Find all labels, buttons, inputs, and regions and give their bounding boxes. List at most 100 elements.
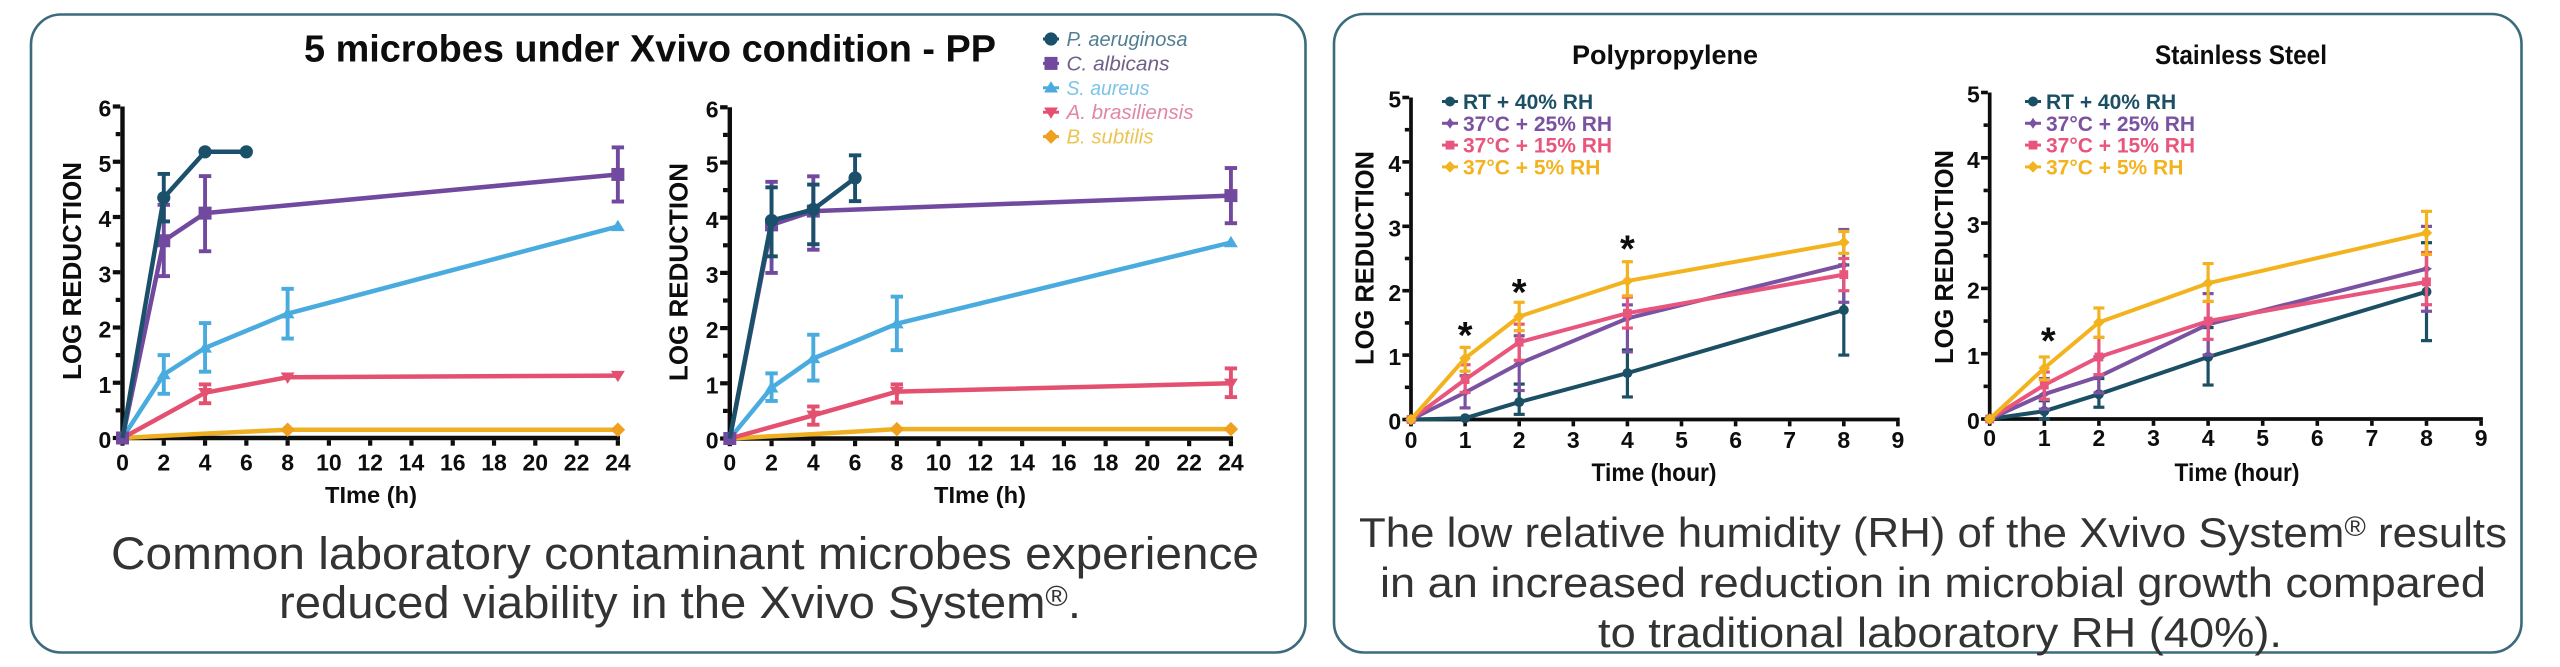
svg-text:*: *	[1512, 272, 1527, 314]
svg-text:The low relative humidity (RH): The low relative humidity (RH) of the Xv…	[1359, 509, 2507, 556]
svg-text:24: 24	[605, 450, 631, 476]
svg-text:reduced viability in the Xvivo: reduced viability in the Xvivo System ®.	[279, 577, 1081, 628]
svg-text:3: 3	[1388, 215, 1401, 241]
svg-text:4: 4	[199, 450, 212, 476]
svg-text:0: 0	[723, 450, 736, 476]
svg-text:24: 24	[1218, 450, 1244, 476]
svg-text:12: 12	[968, 450, 994, 476]
svg-text:20: 20	[1135, 450, 1161, 476]
svg-text:18: 18	[481, 450, 507, 476]
svg-text:P. aeruginosa: P. aeruginosa	[1067, 29, 1188, 51]
svg-text:37°C + 5% RH: 37°C + 5% RH	[2046, 156, 2183, 179]
svg-text:1: 1	[1459, 427, 1472, 453]
svg-text:4: 4	[1388, 151, 1401, 177]
svg-text:TIme (h): TIme (h)	[325, 482, 417, 508]
svg-text:B. subtilis: B. subtilis	[1067, 127, 1154, 149]
svg-text:2: 2	[99, 317, 112, 343]
svg-text:2: 2	[2093, 425, 2106, 451]
svg-text:2: 2	[1513, 427, 1526, 453]
svg-text:10: 10	[316, 450, 342, 476]
svg-text:6: 6	[1729, 427, 1742, 453]
svg-text:RT + 40% RH: RT + 40% RH	[2046, 91, 2176, 114]
svg-text:6: 6	[849, 450, 862, 476]
svg-text:6: 6	[706, 96, 719, 122]
svg-text:9: 9	[2475, 425, 2488, 451]
svg-text:4: 4	[1621, 427, 1634, 453]
svg-text:0: 0	[99, 427, 112, 453]
svg-text:A. brasiliensis: A. brasiliensis	[1065, 102, 1193, 124]
svg-text:1: 1	[99, 372, 112, 398]
svg-text:LOG REDUCTION: LOG REDUCTION	[664, 163, 694, 381]
svg-text:10: 10	[926, 450, 952, 476]
svg-text:4: 4	[807, 450, 820, 476]
svg-text:3: 3	[1567, 427, 1580, 453]
svg-text:20: 20	[523, 450, 549, 476]
svg-text:12: 12	[357, 450, 383, 476]
svg-text:6: 6	[99, 96, 112, 122]
svg-text:3: 3	[1967, 212, 1980, 238]
svg-text:5: 5	[706, 152, 719, 178]
svg-text:0: 0	[1405, 427, 1418, 453]
svg-text:4: 4	[1967, 147, 1980, 173]
svg-text:1: 1	[706, 372, 719, 398]
svg-text:37°C + 15% RH: 37°C + 15% RH	[1463, 135, 1612, 158]
svg-text:37°C + 25% RH: 37°C + 25% RH	[1463, 113, 1612, 136]
svg-text:5: 5	[1967, 82, 1980, 108]
svg-text:16: 16	[1051, 450, 1077, 476]
svg-text:37°C + 25% RH: 37°C + 25% RH	[2046, 113, 2195, 136]
svg-text:LOG REDUCTION: LOG REDUCTION	[1931, 150, 1959, 364]
svg-text:8: 8	[1837, 427, 1850, 453]
svg-text:2: 2	[765, 450, 778, 476]
svg-text:RT + 40% RH: RT + 40% RH	[1463, 91, 1593, 114]
svg-text:LOG REDUCTION: LOG REDUCTION	[57, 162, 87, 380]
svg-text:4: 4	[2202, 425, 2215, 451]
svg-text:Polypropylene: Polypropylene	[1572, 40, 1758, 70]
svg-text:6: 6	[2311, 425, 2324, 451]
svg-text:8: 8	[281, 450, 294, 476]
svg-text:Time (hour): Time (hour)	[2175, 459, 2300, 487]
svg-text:0: 0	[1967, 408, 1980, 434]
svg-text:*: *	[1458, 315, 1473, 357]
svg-text:S. aureus: S. aureus	[1067, 78, 1150, 100]
svg-text:2: 2	[157, 450, 170, 476]
svg-text:5: 5	[2256, 425, 2269, 451]
svg-text:37°C + 5% RH: 37°C + 5% RH	[1463, 156, 1600, 179]
svg-text:22: 22	[1176, 450, 1202, 476]
svg-text:Stainless Steel: Stainless Steel	[2155, 40, 2327, 70]
svg-text:37°C + 15% RH: 37°C + 15% RH	[2046, 135, 2195, 158]
svg-text:0: 0	[706, 428, 719, 454]
svg-text:1: 1	[1388, 344, 1401, 370]
svg-text:14: 14	[399, 450, 425, 476]
svg-text:8: 8	[890, 450, 903, 476]
svg-text:3: 3	[2147, 425, 2160, 451]
svg-text:1: 1	[1967, 343, 1980, 369]
svg-text:4: 4	[706, 207, 719, 233]
svg-text:2: 2	[706, 317, 719, 343]
svg-text:5: 5	[99, 151, 112, 177]
svg-text:Time (hour): Time (hour)	[1592, 459, 1717, 487]
svg-text:5: 5	[1675, 427, 1688, 453]
svg-text:5: 5	[1388, 87, 1401, 113]
svg-text:7: 7	[2366, 425, 2379, 451]
svg-text:in an increased reduction in m: in an increased reduction in microbial g…	[1380, 559, 2486, 606]
svg-text:2: 2	[1388, 280, 1401, 306]
svg-text:C. albicans: C. albicans	[1067, 53, 1170, 75]
svg-text:TIme (h): TIme (h)	[934, 482, 1026, 508]
svg-text:*: *	[2041, 321, 2056, 363]
svg-text:0: 0	[1983, 425, 1996, 451]
svg-text:0: 0	[116, 450, 129, 476]
svg-text:Common laboratory contaminant: Common laboratory contaminant microbes e…	[111, 528, 1259, 579]
svg-text:7: 7	[1783, 427, 1796, 453]
svg-text:18: 18	[1093, 450, 1119, 476]
svg-text:0: 0	[1388, 409, 1401, 435]
svg-text:4: 4	[99, 206, 112, 232]
svg-text:5 microbes under Xvivo conditi: 5 microbes under Xvivo condition - PP	[304, 29, 996, 71]
svg-text:2: 2	[1967, 278, 1980, 304]
svg-text:8: 8	[2420, 425, 2433, 451]
svg-text:to traditional laboratory RH (: to traditional laboratory RH (40%).	[1598, 609, 2282, 656]
svg-text:6: 6	[240, 450, 253, 476]
svg-text:16: 16	[440, 450, 466, 476]
svg-text:22: 22	[564, 450, 590, 476]
svg-text:LOG REDUCTION: LOG REDUCTION	[1352, 151, 1380, 365]
svg-text:*: *	[1620, 229, 1635, 271]
